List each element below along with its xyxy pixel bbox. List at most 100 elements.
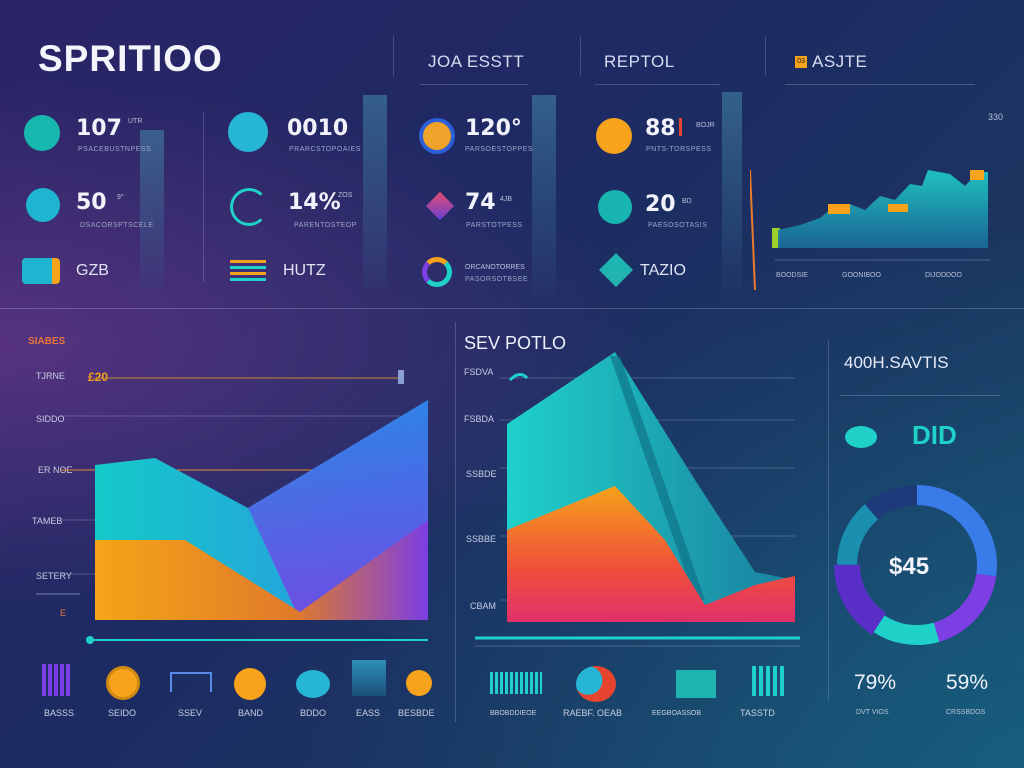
building-icon[interactable] [352, 660, 386, 696]
donut-icon [422, 257, 452, 287]
bottom-label: BASSS [44, 708, 75, 718]
box-icon[interactable] [676, 670, 716, 698]
callout-value: £20 [88, 370, 109, 384]
divider [828, 340, 829, 700]
bottom-label: BAND [238, 708, 264, 718]
stat-subtitle: PARSTOTPESS [466, 222, 523, 229]
stack-icon [230, 260, 266, 282]
stat-value: 14% [288, 190, 341, 215]
stat-value: ORCANOTORRES [465, 264, 525, 271]
donut-chart [834, 482, 1000, 648]
crystal-icon [26, 188, 60, 222]
coin-icon [419, 118, 455, 154]
stat-subtitle: DSACORSPTSCELE [80, 222, 154, 229]
bottom-label: EASS [356, 708, 381, 718]
stat-subtitle: PASORSOTBSEE [465, 276, 529, 283]
y-axis-label: SSBBE [466, 534, 497, 544]
stat-subtitle: PAESOSOTASIS [648, 222, 708, 229]
decor-pillar [722, 92, 742, 290]
stat-value: 20 [645, 192, 676, 217]
bottom-label: SEIDO [108, 708, 137, 718]
stat-suffix: UTR [128, 118, 143, 125]
stat-subtitle: PNTS-TORSPESS [646, 146, 712, 153]
divider [203, 112, 204, 282]
stat-suffix: BD [682, 198, 692, 205]
top-bar-chart [750, 169, 990, 291]
divider [765, 36, 766, 76]
coin-icon[interactable] [106, 666, 140, 700]
marker-label: E [60, 608, 67, 618]
chart-title: SIABES [28, 336, 66, 347]
ring-icon [230, 188, 268, 226]
stat-value: 120° [465, 116, 522, 141]
fish-icon[interactable] [296, 670, 330, 698]
divider [580, 36, 581, 76]
header-divider [785, 84, 975, 85]
percent-subtitle: DVT VIOS [856, 709, 889, 716]
percent-value: 79% [854, 671, 897, 694]
header-tab-2[interactable]: REPTOL [604, 52, 675, 71]
bottom-label: BBOBDDIEOE [490, 710, 537, 717]
axis-label: GOONIBOO [842, 272, 881, 279]
shell-icon [598, 190, 632, 224]
donut-center-value: $45 [889, 553, 930, 580]
stat-value: GZB [76, 262, 109, 279]
stat-value: TAZIO [640, 262, 686, 279]
barcode-icon[interactable] [490, 672, 542, 694]
y-axis-label: SETERY [36, 571, 72, 581]
stat-suffix: 9° [117, 194, 124, 201]
bottom-label: BDDO [300, 708, 327, 718]
stat-value: 0010 [287, 116, 349, 141]
accent-bar [679, 118, 682, 136]
chart-corner-label: 330 [988, 112, 1004, 122]
panel-divider [840, 395, 1000, 396]
y-axis-label: TAMEB [32, 516, 63, 526]
y-axis-label: SIDDO [36, 414, 65, 424]
toggle-icon[interactable] [845, 426, 877, 448]
pie-icon[interactable] [576, 666, 616, 702]
divider [393, 36, 394, 76]
stat-value: 74 [465, 190, 496, 215]
stat-subtitle: PARSOESTOPPES [465, 146, 534, 153]
header-tab-1[interactable]: JOA ESSTT [428, 52, 525, 71]
badge-icon[interactable] [406, 670, 432, 696]
section-divider [0, 308, 1024, 309]
axis-label: BOODSIE [776, 272, 808, 279]
stat-subtitle: PARENTOSTEOP [294, 222, 357, 229]
header-badge: 03 [795, 56, 807, 68]
axis-label: DIJODDOO [925, 272, 962, 279]
mid-area-chart [475, 352, 800, 647]
chart-title: SEV POTLO [464, 333, 567, 353]
bar-icon[interactable] [42, 664, 72, 696]
sun-icon [596, 118, 632, 154]
leaf-icon [599, 253, 633, 287]
left-area-chart [36, 370, 428, 644]
header-divider [595, 84, 720, 85]
diamond-icon [24, 115, 60, 151]
decor-pillar [363, 95, 387, 290]
y-axis-label: ER NOE [38, 465, 73, 475]
y-axis-label: FSDVA [464, 367, 494, 377]
bottom-label: BESBDE [398, 708, 435, 718]
y-axis-label: CBAM [470, 601, 497, 611]
stat-subtitle: PSACEBUSTNPESS [78, 146, 152, 153]
stat-value: 107 [76, 116, 122, 141]
app-logo-title: SPRITIOO [38, 38, 223, 79]
stat-value: 88 [645, 116, 676, 141]
stat-value: HUTZ [283, 262, 326, 279]
status-badge: DID [912, 420, 957, 450]
y-axis-label: SSBDE [466, 469, 497, 479]
globe-icon [228, 112, 268, 152]
growth-chart-icon[interactable] [752, 666, 786, 696]
dollar-icon[interactable] [234, 668, 266, 700]
y-axis-label: FSBDA [464, 414, 495, 424]
header-divider [420, 84, 528, 85]
decor-pillar [140, 130, 164, 290]
percent-value: 59% [946, 671, 989, 694]
table-icon[interactable] [170, 672, 212, 692]
stat-suffix: ZOS [338, 192, 353, 199]
stat-value: 50 [76, 190, 107, 215]
diamond-icon [425, 191, 455, 221]
header-tab-3[interactable]: ASJTE [812, 52, 868, 71]
panel-title: 400H.SAVTIS [844, 353, 949, 372]
